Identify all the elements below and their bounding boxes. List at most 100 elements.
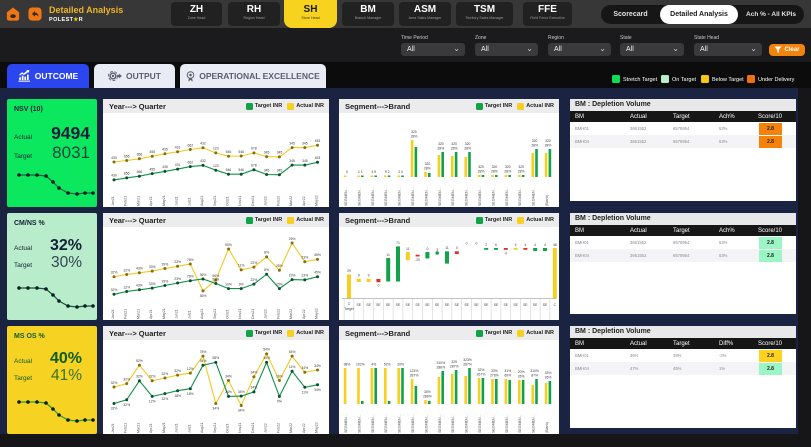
svg-text:4: 4 bbox=[515, 243, 517, 247]
svg-text:48: 48 bbox=[553, 243, 557, 247]
svg-text:Jan21: Jan21 bbox=[111, 196, 115, 206]
svg-text:320: 320 bbox=[545, 139, 551, 143]
svg-text:0: 0 bbox=[346, 170, 348, 174]
svg-text:0: 0 bbox=[377, 284, 379, 288]
svg-text:11%: 11% bbox=[302, 391, 309, 395]
svg-text:28%: 28% bbox=[451, 147, 458, 151]
svg-text:2: 2 bbox=[485, 243, 487, 247]
svg-text:34%: 34% bbox=[238, 390, 245, 394]
svg-text:SEGMEN...: SEGMEN... bbox=[478, 414, 482, 433]
svg-text:286%: 286% bbox=[436, 366, 445, 370]
svg-text:276%: 276% bbox=[490, 374, 499, 378]
svg-text:28%: 28% bbox=[437, 147, 444, 151]
svg-text:320: 320 bbox=[492, 165, 498, 169]
svg-text:435: 435 bbox=[162, 165, 168, 169]
svg-text:23%: 23% bbox=[174, 277, 181, 281]
svg-text:SE: SE bbox=[513, 303, 518, 307]
svg-text:SE: SE bbox=[484, 303, 489, 307]
svg-text:0: 0 bbox=[426, 247, 428, 251]
svg-text:Oct21: Oct21 bbox=[226, 196, 230, 206]
svg-text:May22: May22 bbox=[315, 308, 319, 319]
svg-text:32%: 32% bbox=[111, 288, 118, 292]
svg-text:9%: 9% bbox=[239, 282, 244, 286]
svg-text:Mar22: Mar22 bbox=[289, 309, 293, 319]
svg-text:Dec21: Dec21 bbox=[251, 196, 255, 206]
svg-text:2 0: 2 0 bbox=[398, 170, 403, 174]
svg-text:Sep21: Sep21 bbox=[213, 309, 217, 319]
svg-text:320: 320 bbox=[425, 162, 431, 166]
svg-text:Jul21: Jul21 bbox=[187, 197, 191, 206]
svg-text:320: 320 bbox=[465, 142, 471, 146]
svg-text:SE: SE bbox=[523, 303, 528, 307]
svg-text:123: 123 bbox=[213, 147, 219, 151]
svg-text:8%: 8% bbox=[264, 251, 269, 255]
svg-text:SE: SE bbox=[415, 303, 420, 307]
svg-text:25%: 25% bbox=[276, 282, 283, 286]
svg-text:32%: 32% bbox=[478, 368, 485, 372]
svg-text:SEGMEN...: SEGMEN... bbox=[438, 414, 442, 433]
svg-text:Oct21: Oct21 bbox=[226, 309, 230, 319]
svg-text:11: 11 bbox=[386, 253, 390, 257]
svg-text:Apr22: Apr22 bbox=[302, 423, 306, 433]
svg-text:Apr22: Apr22 bbox=[302, 309, 306, 319]
svg-text:28%: 28% bbox=[518, 170, 525, 174]
svg-text:54%: 54% bbox=[263, 348, 270, 352]
svg-text:Jan21: Jan21 bbox=[111, 309, 115, 319]
svg-text:SE: SE bbox=[425, 303, 430, 307]
svg-text:28%: 28% bbox=[491, 170, 498, 174]
svg-text:9%: 9% bbox=[277, 400, 282, 404]
svg-text:32%: 32% bbox=[162, 397, 169, 401]
svg-text:25%: 25% bbox=[289, 237, 296, 241]
svg-text:28%: 28% bbox=[478, 170, 485, 174]
svg-text:4%: 4% bbox=[371, 363, 376, 367]
svg-text:10%: 10% bbox=[225, 282, 232, 286]
svg-text:May21: May21 bbox=[162, 308, 166, 319]
svg-text:Mar21: Mar21 bbox=[136, 309, 140, 319]
svg-text:Aug21: Aug21 bbox=[200, 309, 204, 319]
svg-text:Jun21: Jun21 bbox=[175, 196, 179, 206]
svg-text:SEGMEN...: SEGMEN... bbox=[344, 187, 348, 206]
svg-text:1 1: 1 1 bbox=[358, 170, 363, 174]
svg-text:SEGMEN...: SEGMEN... bbox=[411, 187, 415, 206]
svg-text:435: 435 bbox=[162, 148, 168, 152]
svg-text:32%: 32% bbox=[111, 381, 118, 385]
svg-text:34%: 34% bbox=[251, 386, 258, 390]
svg-text:87%: 87% bbox=[531, 374, 538, 378]
svg-text:30%: 30% bbox=[424, 390, 431, 394]
svg-text:Dec21: Dec21 bbox=[251, 423, 255, 433]
svg-text:Oct21: Oct21 bbox=[226, 423, 230, 433]
svg-text:6: 6 bbox=[495, 243, 497, 247]
svg-text:33%: 33% bbox=[149, 265, 156, 269]
svg-text:SEGMEN...: SEGMEN... bbox=[384, 187, 388, 206]
svg-text:34%: 34% bbox=[251, 371, 258, 375]
svg-text:SEGMEN...: SEGMEN... bbox=[398, 414, 402, 433]
svg-text:SE: SE bbox=[474, 303, 479, 307]
svg-text:SEGMEN...: SEGMEN... bbox=[344, 414, 348, 433]
svg-text:23%: 23% bbox=[301, 256, 308, 260]
svg-text:345: 345 bbox=[277, 169, 283, 173]
svg-text:SEGMEN...: SEGMEN... bbox=[424, 414, 428, 433]
svg-text:Mar21: Mar21 bbox=[136, 196, 140, 206]
svg-text:16%: 16% bbox=[276, 374, 283, 378]
svg-text:0: 0 bbox=[456, 246, 458, 250]
svg-text:SE: SE bbox=[533, 303, 538, 307]
svg-text:345: 345 bbox=[302, 159, 308, 163]
svg-text:23%: 23% bbox=[174, 260, 181, 264]
svg-text:28%: 28% bbox=[504, 170, 511, 174]
svg-text:Sep21: Sep21 bbox=[213, 196, 217, 206]
svg-text:Jan22: Jan22 bbox=[264, 196, 268, 206]
svg-text:11%: 11% bbox=[238, 264, 245, 268]
svg-text:Mar22: Mar22 bbox=[289, 196, 293, 206]
svg-text:52%: 52% bbox=[384, 363, 391, 367]
svg-text:43%: 43% bbox=[136, 267, 143, 271]
svg-text:98%: 98% bbox=[212, 356, 219, 360]
svg-text:Nov21: Nov21 bbox=[238, 423, 242, 433]
svg-text:320: 320 bbox=[438, 142, 444, 146]
svg-text:267%: 267% bbox=[477, 373, 486, 377]
svg-text:Feb22: Feb22 bbox=[276, 309, 280, 319]
svg-text:SEGMEN...: SEGMEN... bbox=[505, 187, 509, 206]
svg-text:SEGMEN...: SEGMEN... bbox=[357, 414, 361, 433]
svg-text:28%: 28% bbox=[531, 144, 538, 148]
svg-text:546: 546 bbox=[226, 150, 232, 154]
svg-text:32%: 32% bbox=[111, 407, 118, 411]
